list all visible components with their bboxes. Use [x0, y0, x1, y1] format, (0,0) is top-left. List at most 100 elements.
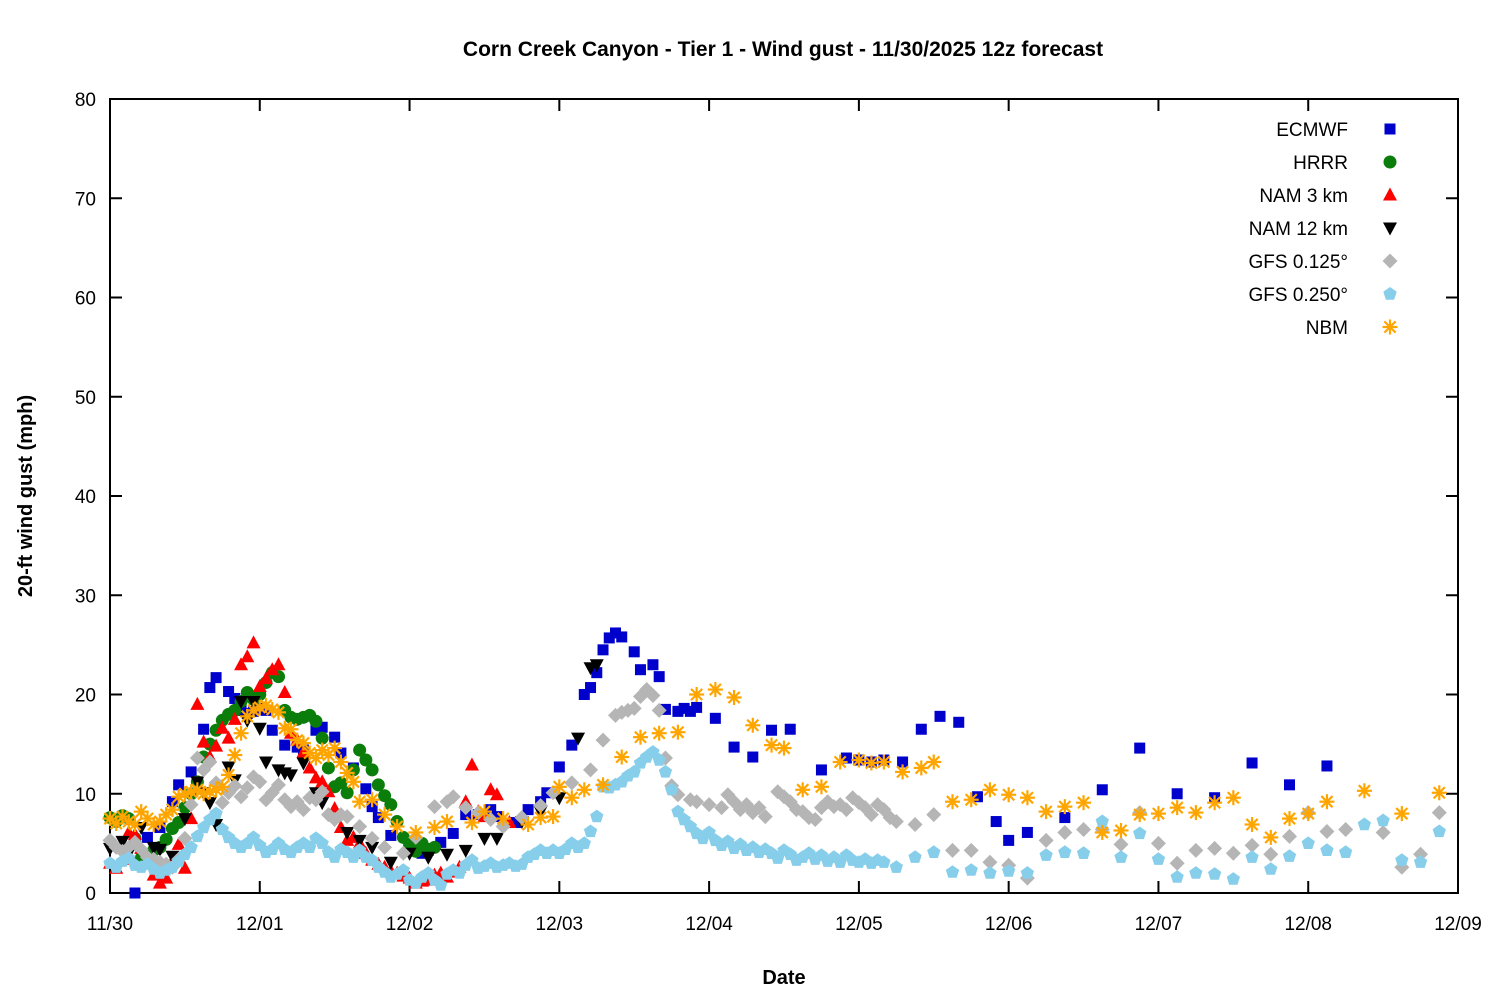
data-point-marker: [690, 688, 704, 701]
data-point-marker: [1395, 853, 1409, 866]
data-point-marker: [209, 738, 224, 752]
data-point-marker: [566, 739, 578, 751]
data-point-marker: [427, 799, 443, 815]
data-point-marker: [198, 723, 210, 735]
data-point-marker: [214, 795, 230, 811]
data-point-marker: [1171, 788, 1183, 800]
data-point-marker: [315, 731, 329, 745]
data-point-marker: [1058, 845, 1072, 858]
data-point-marker: [1225, 845, 1241, 861]
data-point-marker: [1263, 846, 1279, 862]
data-point-marker: [215, 780, 229, 794]
data-point-marker: [465, 816, 479, 829]
data-point-marker: [1170, 801, 1184, 815]
data-point-marker: [990, 816, 1002, 828]
data-point-marker: [889, 860, 903, 873]
data-point-marker: [946, 795, 959, 809]
data-point-marker: [552, 780, 566, 794]
data-point-marker: [396, 863, 410, 876]
data-point-marker: [334, 755, 348, 769]
data-point-marker: [645, 687, 661, 703]
legend-label: NAM 3 km: [1259, 186, 1348, 207]
data-point-marker: [445, 789, 461, 805]
data-point-marker: [1133, 808, 1147, 821]
data-point-marker: [1170, 870, 1184, 883]
data-point-marker: [309, 714, 323, 728]
data-point-marker: [689, 794, 705, 810]
data-point-marker: [129, 887, 141, 899]
data-point-marker: [377, 839, 393, 855]
data-point-marker: [1002, 864, 1016, 877]
x-tick-label: 12/01: [236, 914, 284, 935]
data-point-marker: [521, 818, 535, 831]
data-point-marker: [908, 850, 922, 863]
data-point-marker: [510, 817, 522, 829]
data-point-marker: [1038, 832, 1054, 848]
data-point-marker: [295, 802, 311, 818]
data-point-marker: [1039, 805, 1053, 818]
data-point-marker: [365, 763, 379, 777]
data-point-marker: [1021, 791, 1034, 805]
data-point-marker: [546, 810, 560, 823]
data-point-marker: [246, 830, 261, 844]
data-point-marker: [353, 795, 367, 809]
data-point-marker: [671, 725, 685, 739]
data-point-marker: [897, 756, 909, 768]
axis-ticks: 11/30 12/01 12/02 12/03 12/04 12/05 12/06 12/07…: [75, 90, 1482, 935]
data-point-marker: [328, 741, 342, 755]
data-point-marker: [116, 810, 129, 823]
data-point-marker: [684, 705, 696, 717]
data-point-marker: [1077, 796, 1090, 810]
data-point-marker: [1264, 862, 1278, 875]
data-point-marker: [658, 764, 673, 778]
data-point-marker: [340, 826, 355, 840]
data-point-marker: [340, 766, 354, 780]
data-point-marker: [265, 662, 280, 676]
asterisk-legend-icon: [1383, 320, 1397, 334]
y-tick-label: 60: [75, 289, 96, 310]
data-point-marker: [1133, 826, 1147, 840]
series-gfs-0-250-: [103, 745, 1446, 891]
data-point-marker: [359, 753, 373, 767]
y-tick-label: 0: [85, 884, 96, 905]
data-point-marker: [485, 804, 497, 816]
data-point-marker: [702, 825, 716, 839]
data-point-marker: [585, 682, 597, 694]
data-point-marker: [1320, 843, 1334, 856]
legend-item-nam-12-km: NAM 12 km: [1249, 219, 1397, 240]
data-point-marker: [310, 724, 322, 736]
data-point-marker: [222, 768, 235, 782]
data-point-marker: [252, 679, 267, 693]
data-point-marker: [672, 705, 684, 717]
legend-item-gfs-0-125-: GFS 0.125°: [1249, 252, 1398, 273]
data-point-marker: [227, 778, 243, 794]
data-point-marker: [1245, 818, 1259, 831]
data-point-marker: [1432, 824, 1446, 838]
data-point-marker: [265, 703, 279, 716]
data-point-marker: [678, 702, 690, 714]
data-point-marker: [577, 783, 591, 797]
data-point-marker: [1096, 784, 1108, 796]
x-tick-label: 12/03: [536, 914, 584, 935]
data-point-marker: [863, 807, 879, 823]
data-point-marker: [596, 778, 610, 792]
x-tick-label: 12/06: [985, 914, 1033, 935]
data-point-marker: [709, 712, 721, 724]
data-point-marker: [896, 765, 909, 779]
data-point-marker: [378, 808, 391, 821]
data-point-marker: [1150, 835, 1166, 851]
triangle-down-legend-icon: [1383, 222, 1397, 236]
data-point-marker: [1095, 826, 1109, 839]
data-point-marker: [583, 824, 598, 838]
data-point-marker: [483, 782, 498, 796]
data-point-marker: [316, 721, 328, 733]
data-point-marker: [634, 730, 647, 744]
data-point-marker: [877, 855, 891, 868]
data-point-marker: [141, 812, 154, 825]
data-point-marker: [1376, 813, 1390, 827]
legend-label: GFS 0.250°: [1249, 285, 1348, 306]
data-point-marker: [352, 834, 367, 848]
data-point-marker: [907, 817, 923, 833]
data-point-marker: [296, 757, 311, 771]
